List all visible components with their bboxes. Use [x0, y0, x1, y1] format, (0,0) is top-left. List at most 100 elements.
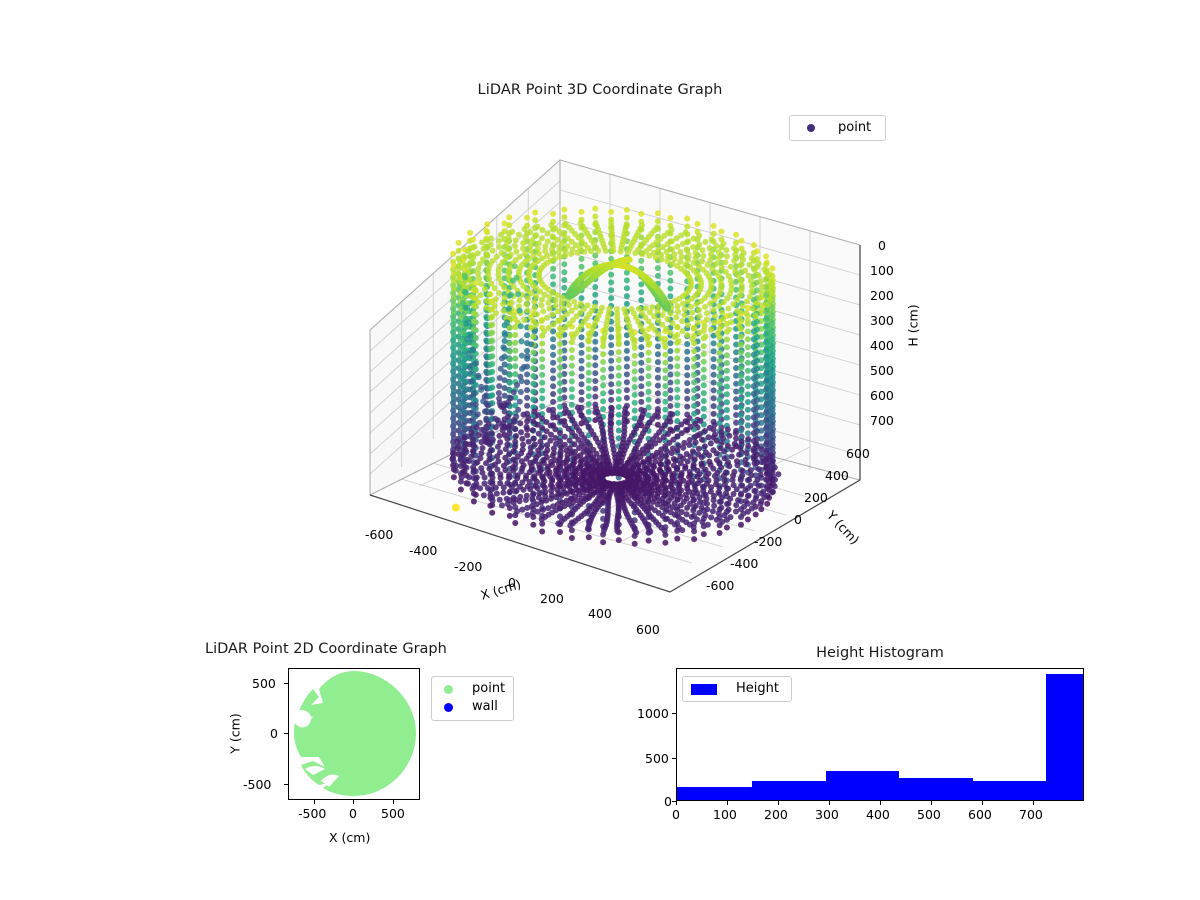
plot3d-point [467, 365, 474, 371]
plot3d-point [535, 412, 542, 418]
plot3d-point [470, 396, 477, 403]
plot3d-point [758, 506, 765, 513]
plot3d-point [522, 234, 529, 241]
plot3d-point [763, 370, 770, 377]
plot3d-point [512, 426, 519, 433]
plot3d-point [642, 314, 649, 321]
plot3d-point [769, 304, 776, 311]
plot3d-point [723, 375, 730, 382]
plot3d-point [738, 349, 744, 356]
plot3d-point [585, 354, 592, 361]
plot3d-point [745, 436, 752, 442]
plot3d-point [600, 398, 607, 405]
plot3d-point [678, 470, 685, 476]
plot3d-point [568, 347, 575, 353]
plot3d-point [487, 241, 494, 248]
plot3d-point [665, 253, 672, 260]
plot3d-point [742, 487, 749, 494]
plot3d-point [725, 500, 732, 507]
plot3d-point [765, 272, 772, 279]
plot3d-point [735, 273, 742, 279]
plot3d-point [474, 250, 481, 257]
plot3d-point [736, 451, 743, 458]
plot3d-point [654, 390, 661, 397]
plot3d-point [737, 277, 744, 284]
plot3d-point [484, 424, 491, 431]
plot3d-point [716, 530, 723, 536]
plot3d-point [465, 350, 472, 357]
plot3d-point [461, 468, 468, 475]
plot3d-point [645, 388, 652, 395]
plot3d-point [721, 481, 728, 488]
plot3d-point [687, 423, 694, 430]
plot3d-point [709, 265, 716, 272]
plot3d-point [585, 369, 592, 376]
plot3d-point [524, 394, 531, 401]
plot3d-point [766, 296, 773, 303]
plot3d-point [540, 308, 547, 315]
plot3d-point [496, 432, 503, 439]
plot3d-point [491, 285, 498, 292]
plot3d-outlier-point [451, 503, 460, 512]
histogram-bar [1045, 674, 1083, 800]
point-marker-icon [444, 684, 453, 694]
plot3d-point [682, 463, 689, 470]
plot3d-point [534, 508, 541, 515]
plot2d-axes [288, 668, 420, 800]
plot3d-point [740, 510, 747, 517]
plot3d-point [623, 379, 630, 386]
plot3d-point [489, 392, 496, 399]
plot3d-point [557, 341, 563, 347]
plot3d-point [541, 291, 548, 298]
plot3d-point [518, 429, 525, 436]
plot3d-point [585, 337, 592, 344]
plot3d-point [752, 312, 759, 319]
plot3d-point [626, 256, 633, 263]
plot3d-point [723, 247, 730, 254]
plot3d-point [538, 516, 545, 523]
plot3d-point [564, 311, 571, 317]
plot3d-point [558, 418, 565, 425]
plot3d-point [677, 453, 684, 460]
plot3d-point [450, 435, 457, 442]
plot3d-point [476, 275, 483, 282]
plot3d-point [725, 305, 732, 312]
plot3d-point [557, 529, 563, 535]
plot3d-point [658, 251, 665, 258]
plot3d-point [572, 242, 579, 249]
plot3d-point [645, 349, 652, 356]
plot3d-point [757, 471, 764, 478]
plot3d-point [755, 272, 762, 279]
plot3d-point [750, 359, 757, 366]
plot3d-point [555, 317, 561, 324]
plot3d-point [700, 351, 707, 357]
plot3d-point [662, 383, 669, 390]
plot2d-ytick-500: 500 [252, 676, 276, 691]
plot3d-point [702, 466, 709, 473]
plot3d-point [744, 328, 751, 335]
plot3d-point [512, 347, 519, 354]
plot3d-point [748, 283, 755, 290]
plot3d-point [546, 407, 553, 413]
plot3d-point [500, 344, 507, 351]
plot3d-point [674, 535, 681, 542]
plot3d-point [750, 398, 757, 405]
plot3d-point [510, 456, 517, 463]
plot3d-point [743, 310, 750, 317]
plot3d-point [486, 465, 493, 472]
plot3d-point [540, 460, 547, 466]
plot3d-point [671, 256, 678, 263]
plot3d-point [470, 469, 477, 476]
plot3d-point [763, 301, 770, 308]
plot2d-xtick-mark-500 [393, 800, 395, 804]
plot3d-point [457, 353, 464, 360]
plot3d-point [677, 460, 684, 467]
plot3d-point [478, 383, 485, 390]
plot3d-point [608, 220, 615, 227]
plot3d-point [751, 487, 758, 494]
plot3d-point [704, 521, 711, 528]
plot3d-point [585, 385, 592, 392]
plot3d-point [550, 210, 557, 217]
plot3d-point [557, 372, 563, 379]
plot3d-point [532, 217, 539, 224]
